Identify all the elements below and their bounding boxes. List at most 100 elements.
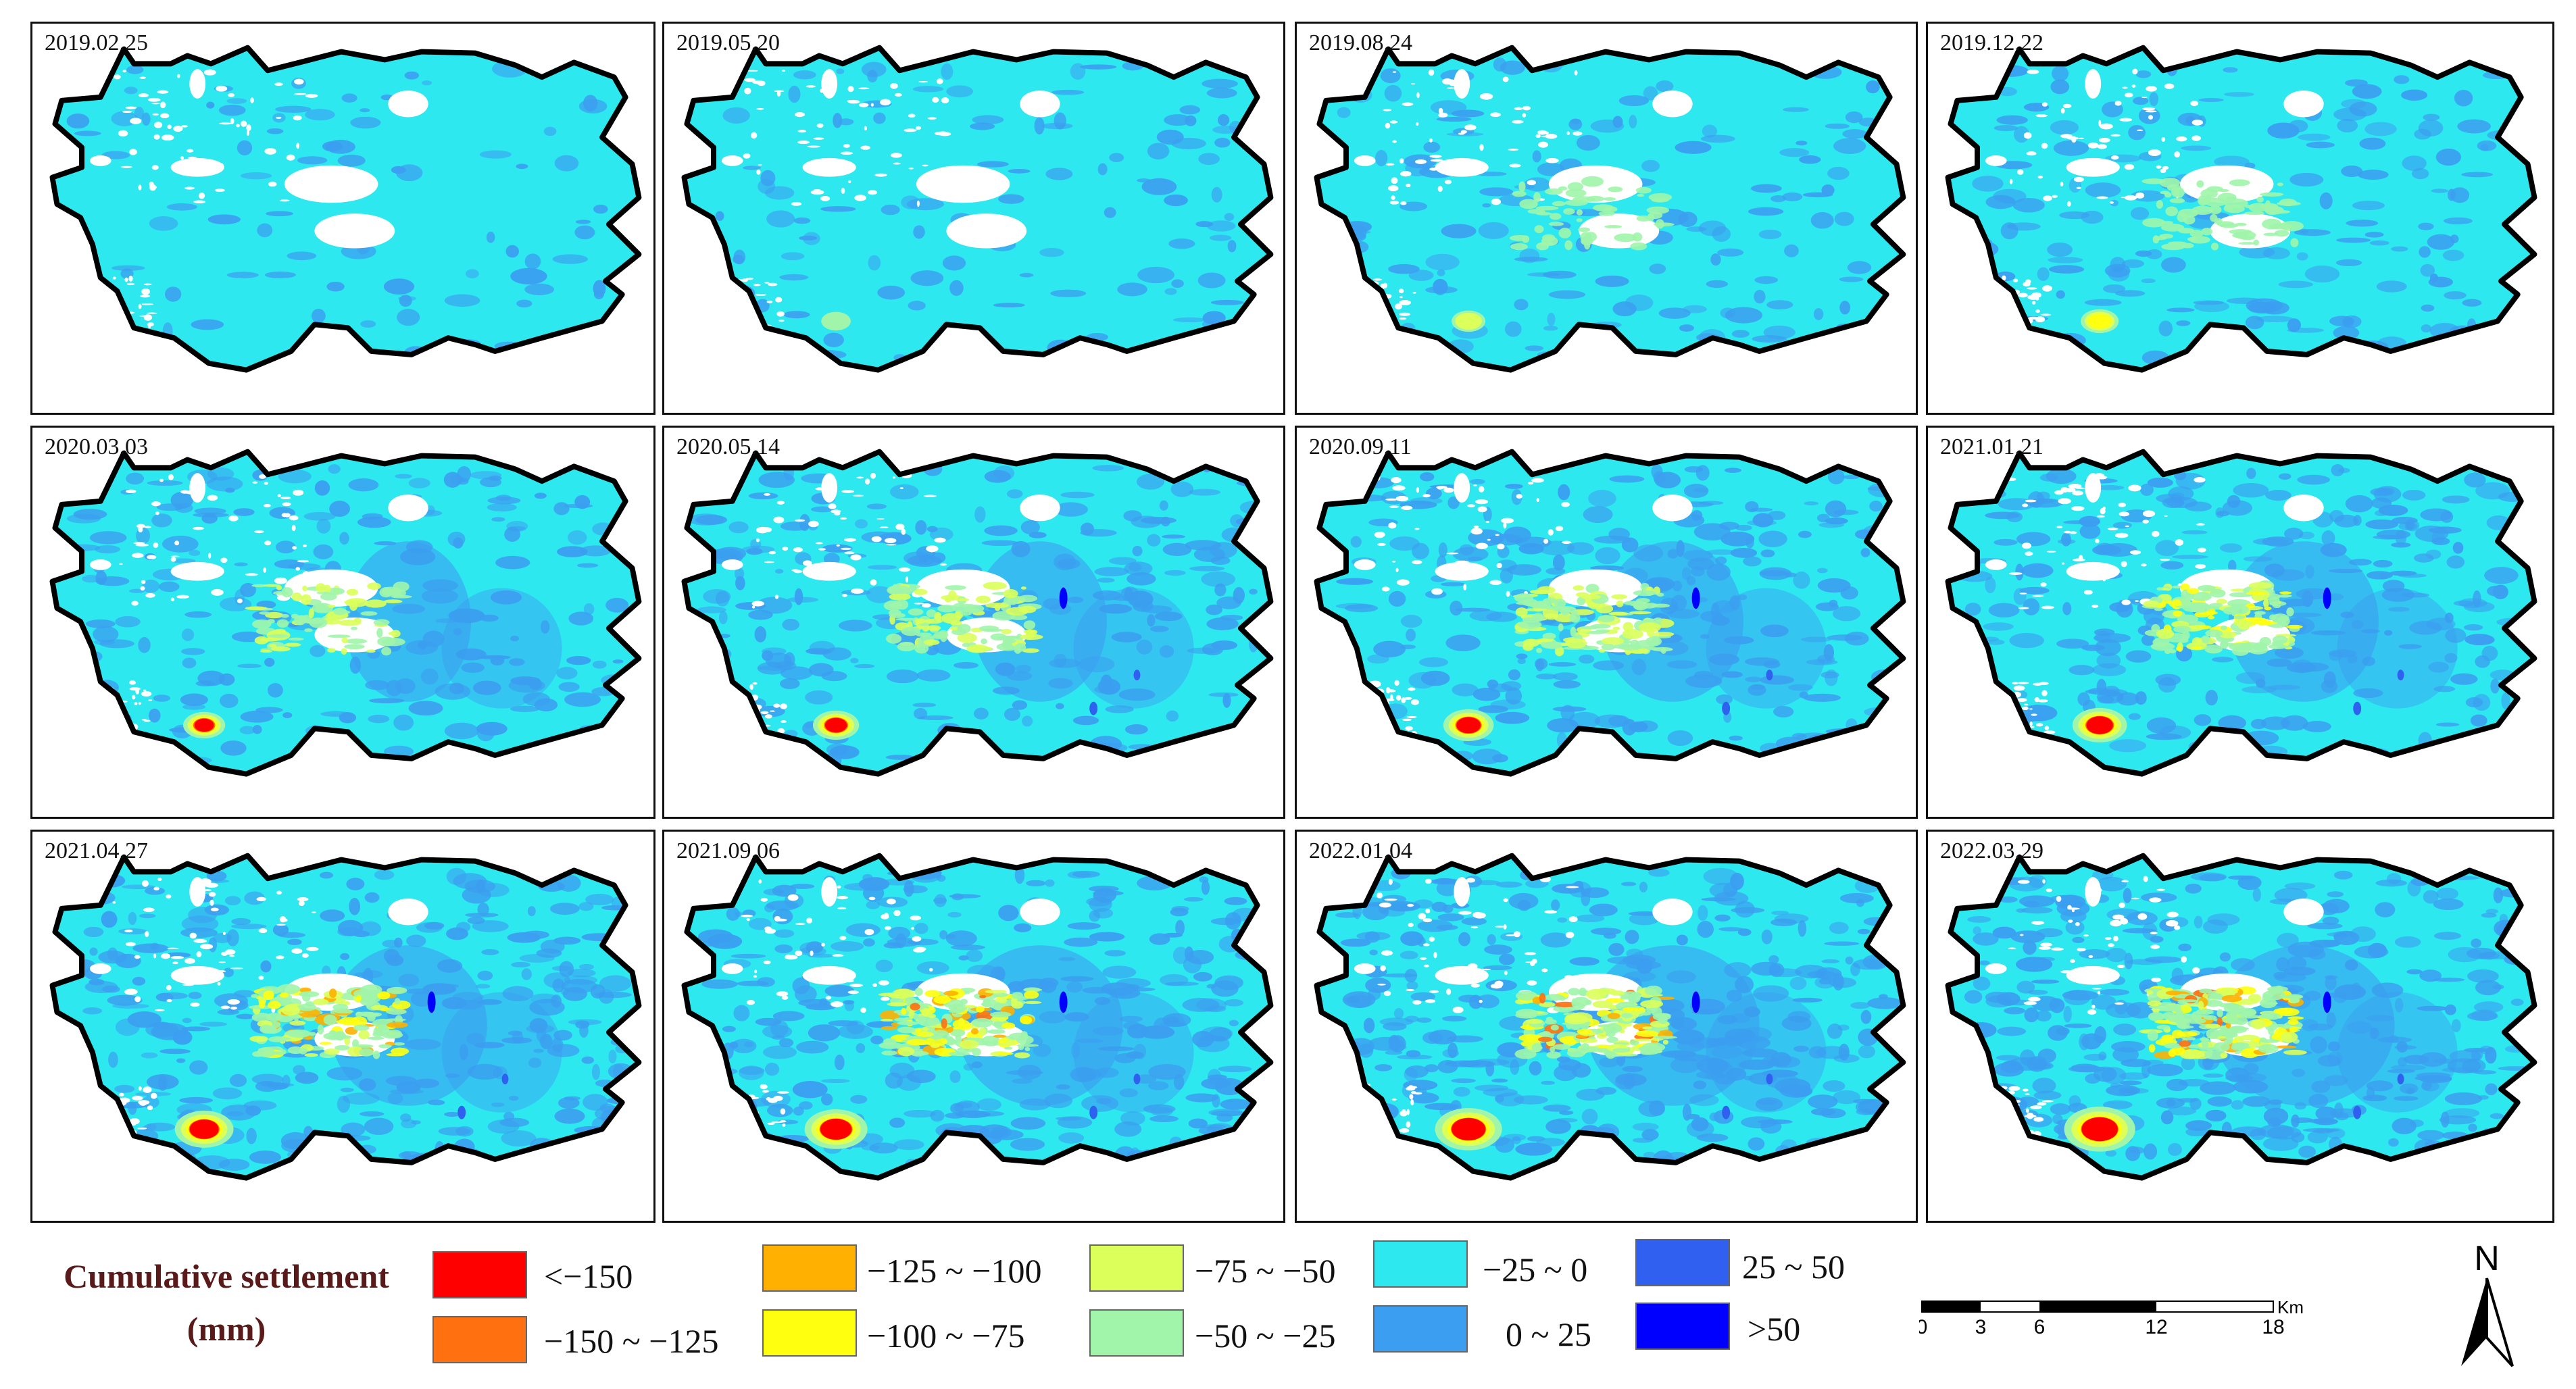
no-data-patch [297, 559, 309, 563]
uplift-patch [1620, 882, 1637, 886]
subsidence-patch [291, 592, 302, 601]
uplift-patch [2014, 126, 2029, 143]
no-data-patch [1490, 984, 1502, 989]
uplift-patch [1717, 248, 1744, 257]
uplift-patch [945, 740, 960, 756]
uplift-patch [1583, 506, 1613, 524]
subsidence-patch [1523, 608, 1547, 611]
uplift-patch [399, 295, 412, 307]
no-data-patch [133, 542, 145, 545]
uplift-patch [2394, 75, 2410, 84]
uplift-patch [1535, 673, 1557, 680]
uplift-patch [149, 216, 178, 231]
subsidence-patch [1644, 985, 1662, 996]
no-data-patch [1429, 990, 1439, 993]
uplift-patch [854, 519, 868, 529]
no-data-patch [1495, 534, 1500, 536]
no-data-patch [2018, 607, 2029, 609]
uplift-patch [799, 1101, 813, 1110]
subsidence-patch [1601, 637, 1625, 645]
settlement-raster [52, 451, 639, 774]
subsidence-patch [2285, 624, 2303, 629]
no-data-patch [730, 690, 739, 697]
uplift-patch [2053, 140, 2089, 156]
study-area-boundary [1314, 449, 1906, 777]
no-data-patch [731, 332, 736, 338]
subsidence-patch [1550, 1046, 1556, 1053]
uplift-patch [534, 698, 558, 712]
no-data-patch [721, 559, 743, 570]
settlement-raster [1316, 47, 1904, 370]
no-data-patch [139, 76, 147, 79]
subsidence-patch [1006, 1039, 1016, 1046]
no-data-patch [2198, 547, 2206, 553]
uplift-patch [1209, 1027, 1232, 1042]
uplift-patch [881, 204, 900, 216]
no-data-patch [241, 120, 247, 127]
no-data-patch [1363, 1145, 1368, 1152]
no-data-patch [264, 482, 268, 485]
no-data-patch [147, 740, 150, 742]
no-data-patch [816, 123, 824, 128]
no-data-patch [1376, 323, 1381, 328]
uplift-patch [748, 609, 773, 620]
uplift-patch [998, 905, 1019, 921]
uplift-patch [608, 1049, 617, 1064]
no-data-patch [216, 85, 228, 92]
no-data-patch [1473, 525, 1479, 528]
uplift-patch [782, 618, 799, 631]
no-data-patch [218, 961, 226, 963]
subsidence-patch [897, 1021, 920, 1026]
uplift-patch [1335, 603, 1373, 609]
uplift-patch [1971, 732, 1983, 744]
no-data-patch [759, 334, 764, 336]
uplift-patch [722, 735, 748, 749]
no-data-patch [814, 188, 821, 191]
no-data-patch [227, 999, 240, 1005]
subsidence-patch [2262, 218, 2282, 230]
uplift-patch [866, 586, 894, 603]
study-area-boundary [681, 45, 1274, 373]
uplift-patch [1581, 1109, 1598, 1125]
subsidence-patch [1563, 208, 1575, 215]
uplift-patch [1097, 578, 1115, 583]
subsidence-patch [364, 599, 387, 608]
uplift-patch [1517, 658, 1526, 665]
no-data-patch [911, 927, 914, 930]
uplift-patch [1337, 107, 1351, 118]
uplift-patch [218, 673, 235, 686]
uplift-patch [99, 1105, 111, 1118]
no-data-patch [839, 936, 847, 940]
uplift-patch [1208, 1109, 1244, 1117]
no-data-patch [1364, 330, 1368, 336]
subsidence-patch [1541, 236, 1558, 246]
no-data-patch [821, 69, 838, 99]
subsidence-patch [304, 628, 313, 632]
uplift-patch [1768, 955, 1779, 964]
uplift-patch [234, 562, 248, 567]
uplift-patch [239, 726, 256, 734]
uplift-patch [1872, 1149, 1901, 1162]
uplift-patch [1162, 534, 1185, 539]
subsidence-patch [1536, 647, 1543, 653]
uplift-patch [1183, 896, 1204, 902]
no-data-patch [142, 880, 149, 887]
uplift-patch [1202, 78, 1238, 89]
no-data-patch [782, 547, 789, 551]
no-data-patch [885, 926, 891, 930]
subsidence-patch [1577, 1028, 1593, 1034]
uplift-patch [1766, 300, 1793, 310]
subsidence-bowl [194, 718, 214, 732]
uplift-patch [2122, 259, 2144, 268]
subsidence-patch [343, 600, 362, 604]
uplift-patch [1993, 538, 2018, 546]
no-data-patch [252, 481, 258, 484]
uplift-patch [1137, 266, 1175, 284]
no-data-patch [196, 951, 202, 957]
uplift-patch [1019, 273, 1034, 278]
uplift-patch [2185, 883, 2202, 894]
uplift-spot [1133, 1074, 1141, 1085]
uplift-patch [233, 508, 255, 516]
uplift-patch [104, 1151, 118, 1168]
uplift-patch [564, 1144, 595, 1156]
